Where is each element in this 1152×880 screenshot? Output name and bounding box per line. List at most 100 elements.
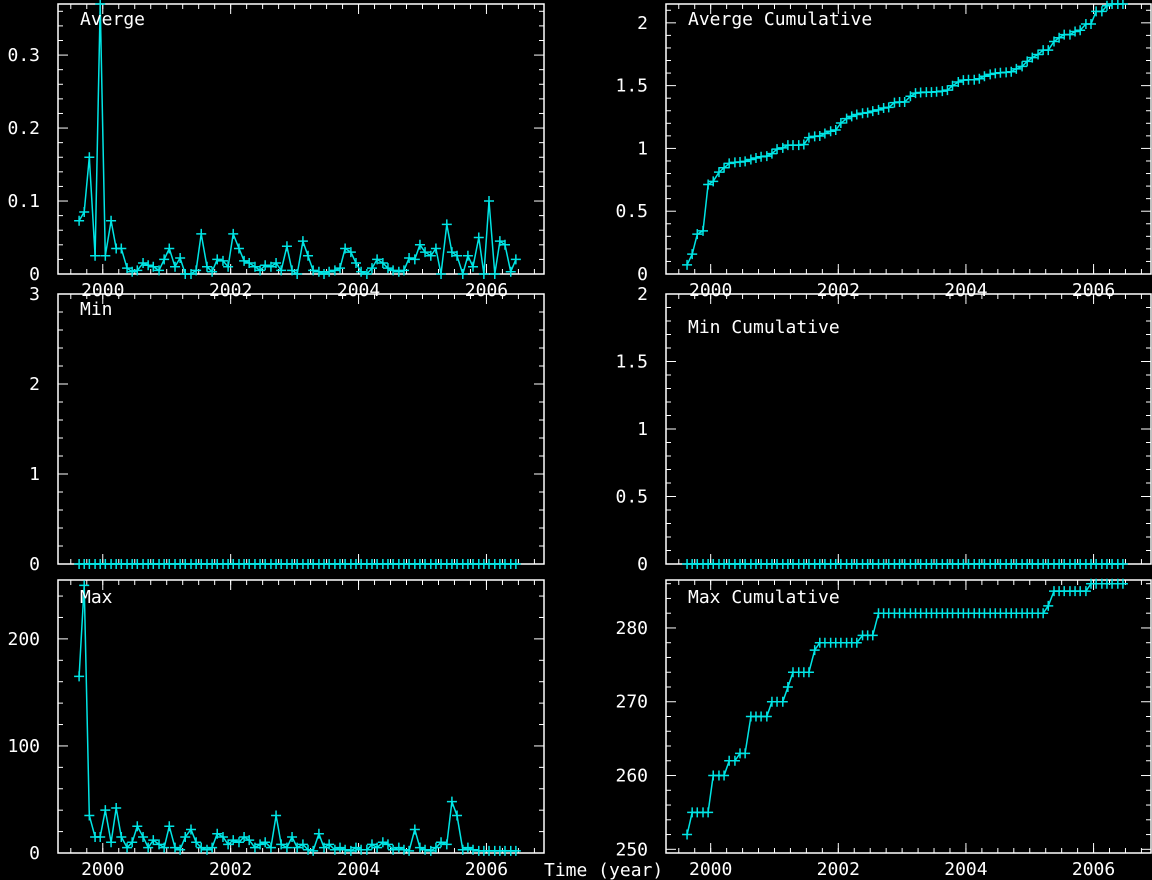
- data-point: [766, 148, 777, 159]
- y-tick-label: 0: [29, 843, 40, 864]
- data-point: [79, 580, 90, 591]
- data-point: [979, 71, 990, 82]
- data-point: [175, 844, 186, 855]
- x-tick-label: 2004: [337, 859, 380, 880]
- data-point: [260, 837, 271, 848]
- data-point: [329, 844, 340, 855]
- data-point: [196, 228, 207, 239]
- data-point: [414, 842, 425, 853]
- data-point: [404, 845, 415, 856]
- data-point: [244, 258, 255, 269]
- data-point: [361, 844, 372, 855]
- data-point: [345, 845, 356, 856]
- data-point: [228, 835, 239, 846]
- data-point: [719, 770, 730, 781]
- x-tick-label: 2006: [465, 859, 508, 880]
- plot-title: Min: [80, 299, 113, 320]
- data-point: [462, 250, 473, 261]
- data-point: [830, 124, 841, 135]
- panel-min-cum: 0 0.5 1 1.5 2 Min Cumulative: [615, 284, 1152, 575]
- data-point: [1101, 0, 1112, 11]
- plot-title: Max: [80, 587, 113, 608]
- data-point: [100, 805, 111, 816]
- y-tick-label: 200: [7, 629, 40, 650]
- data-point: [974, 73, 985, 84]
- data-point: [377, 837, 388, 848]
- data-point: [851, 637, 862, 648]
- data-point: [366, 263, 377, 274]
- y-tick-label: 0.3: [7, 45, 40, 66]
- data-point: [84, 152, 95, 163]
- data-point: [308, 845, 319, 856]
- data-point: [287, 831, 298, 842]
- data-point: [1080, 586, 1091, 597]
- data-point: [276, 265, 287, 276]
- data-point: [74, 671, 85, 682]
- data-point: [687, 249, 698, 260]
- data-point: [255, 839, 266, 850]
- data-point: [468, 844, 479, 855]
- data-point: [750, 152, 761, 163]
- x-tick-label: 2004: [944, 280, 987, 301]
- data-point: [345, 247, 356, 258]
- data-point: [366, 839, 377, 850]
- y-tick-label: 1.5: [615, 352, 648, 373]
- data-point: [249, 842, 260, 853]
- y-tick-label: 100: [7, 736, 40, 757]
- data-point: [143, 842, 154, 853]
- data-point: [1017, 61, 1028, 72]
- x-tick-label: 2006: [1072, 280, 1115, 301]
- data-point: [217, 831, 228, 842]
- data-point: [446, 796, 457, 807]
- data-point: [457, 844, 468, 855]
- data-point: [340, 844, 351, 855]
- panel-avg-cum: 0 0.5 1 1.5 2 2000 2002 2004 2006 Averge Cumula…: [615, 0, 1152, 301]
- data-point: [249, 261, 260, 272]
- data-point: [223, 261, 234, 272]
- data-point: [340, 243, 351, 254]
- data-point: [1049, 36, 1059, 47]
- data-point: [186, 269, 197, 279]
- data-point: [74, 215, 85, 226]
- plot-title: Averge Cumulative: [688, 9, 872, 30]
- data-point: [265, 261, 276, 272]
- data-point: [377, 258, 388, 269]
- data-point: [393, 842, 404, 853]
- data-point: [835, 118, 846, 129]
- data-point: [942, 85, 953, 96]
- data-point: [729, 755, 740, 766]
- data-point: [740, 748, 751, 759]
- data-point: [186, 824, 197, 835]
- data-point: [329, 265, 340, 276]
- y-tick-label: 1: [637, 419, 648, 440]
- data-point: [223, 839, 234, 850]
- data-point: [127, 837, 138, 848]
- y-tick-label: 1: [637, 138, 648, 159]
- data-point: [191, 265, 202, 276]
- data-point: [154, 839, 165, 850]
- data-point: [388, 265, 399, 276]
- data-point: [510, 559, 521, 569]
- data-point: [303, 250, 314, 261]
- data-point: [462, 842, 473, 853]
- data-point: [132, 265, 143, 276]
- data-point: [212, 828, 223, 839]
- x-tick-label: 2000: [689, 280, 732, 301]
- data-point: [319, 842, 330, 853]
- data-point: [297, 839, 308, 850]
- y-tick-label: 280: [615, 618, 648, 639]
- data-point: [281, 241, 292, 252]
- data-point: [356, 266, 367, 277]
- data-point: [79, 206, 90, 217]
- data-point: [95, 0, 106, 9]
- data-point: [782, 681, 793, 692]
- data-point: [777, 696, 788, 707]
- x-tick-label: 2004: [337, 280, 380, 301]
- data-point: [772, 144, 783, 155]
- data-point: [111, 803, 122, 814]
- x-axis-label: Time (year): [544, 860, 663, 880]
- data-point: [308, 265, 319, 276]
- data-point: [271, 258, 282, 269]
- data-point: [1043, 45, 1054, 56]
- panel-avg: 0 0.1 0.2 0.3 2000 2002 2004 2006 Averge: [7, 0, 545, 301]
